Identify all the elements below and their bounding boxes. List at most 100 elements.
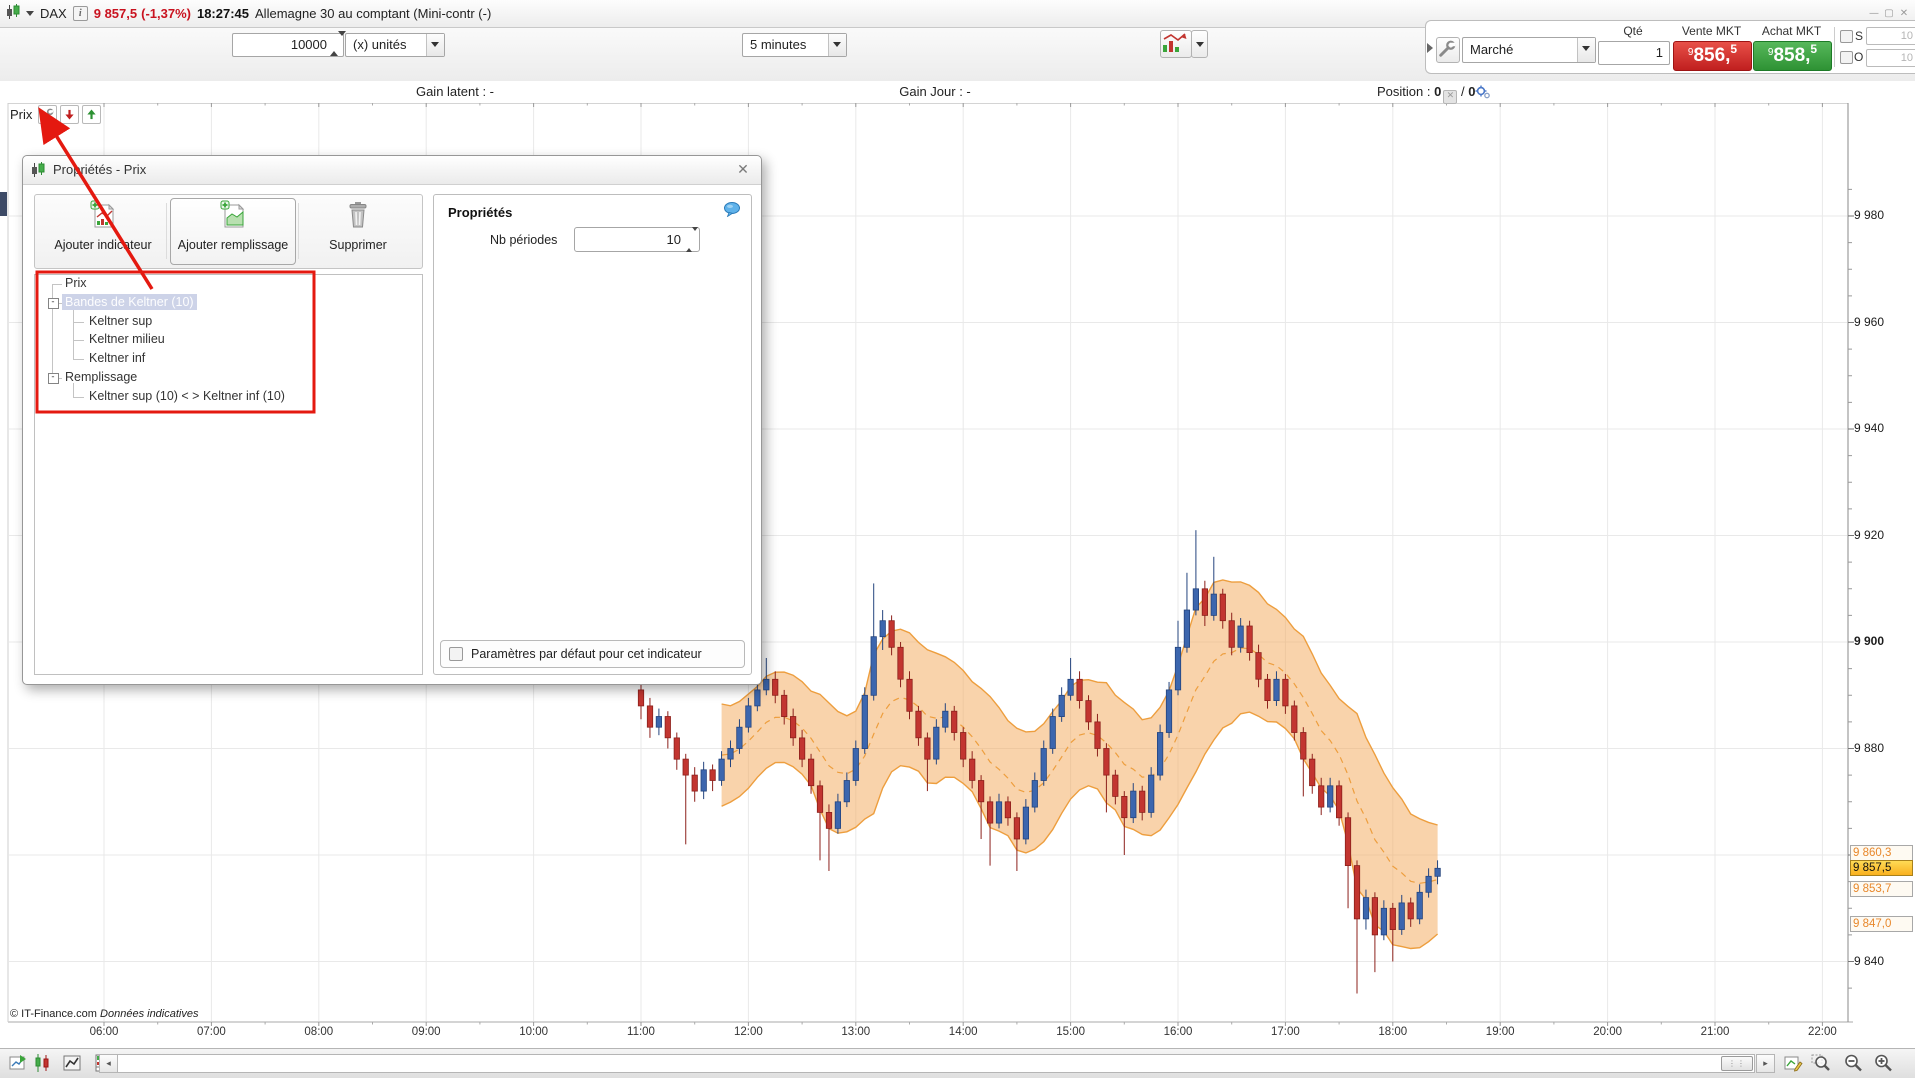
left-panel-grip[interactable]	[0, 192, 7, 216]
scroll-right-button[interactable]: ▸	[1756, 1054, 1775, 1073]
order-type-select[interactable]: Marché	[1462, 37, 1596, 63]
dialog-close-button[interactable]: ✕	[737, 161, 749, 177]
nb-periodes-value: 10	[666, 232, 681, 247]
nb-periodes-input[interactable]: 10	[574, 227, 700, 252]
tree-collapse-toggle[interactable]: -	[47, 372, 59, 384]
quantity-spin-buttons[interactable]	[330, 31, 346, 56]
pane-settings-button[interactable]	[38, 104, 58, 124]
tree-item-bandes-de-keltner[interactable]: Bandes de Keltner (10)	[62, 294, 197, 311]
candles	[637, 530, 1441, 994]
indicator-value-chip: 9 847,0	[1850, 916, 1913, 933]
chevron-down-icon[interactable]	[426, 34, 444, 56]
instrument-dropdown-caret[interactable]	[26, 11, 34, 16]
zoom-in-icon	[1875, 1054, 1892, 1072]
move-pane-down-button[interactable]	[60, 104, 80, 124]
zoom-area-button[interactable]	[1810, 1053, 1831, 1074]
stop-value: 10	[1900, 30, 1913, 42]
time-axis-label: 12:00	[734, 1026, 763, 1038]
chart-frame	[7, 102, 1854, 1026]
tree-item-keltner-milieu[interactable]: Keltner milieu	[89, 332, 165, 347]
draw-tools-button[interactable]	[1783, 1053, 1804, 1074]
stop-checkbox[interactable]	[1840, 30, 1853, 43]
buy-price-thousands: 9	[1767, 47, 1774, 58]
info-icon[interactable]: i	[72, 6, 88, 21]
minimize-icon[interactable]: —	[1869, 7, 1879, 19]
default-settings-checkbox[interactable]	[449, 647, 463, 661]
chevron-down-icon[interactable]	[828, 34, 846, 56]
close-position-icon[interactable]: ✕	[1443, 90, 1458, 104]
zoom-in-button[interactable]	[1873, 1053, 1894, 1074]
objective-input[interactable]: 10	[1866, 49, 1915, 67]
close-icon[interactable]: ✕	[1899, 7, 1909, 19]
sell-market-button[interactable]: 9856,5	[1673, 41, 1752, 71]
default-settings-toggle[interactable]: Paramètres par défaut pour cet indicateu…	[440, 640, 745, 668]
move-pane-down-icon	[65, 109, 75, 120]
chart-style-icon	[1163, 33, 1187, 52]
tree-item-remplissage[interactable]: Remplissage	[65, 369, 138, 384]
help-bubble-icon[interactable]	[724, 202, 741, 217]
time-axis-label: 21:00	[1700, 1026, 1730, 1038]
line-style-icon	[63, 1055, 81, 1071]
nb-periodes-spin-buttons[interactable]	[686, 227, 698, 252]
wrench-icon	[1439, 40, 1456, 57]
scroll-left-button[interactable]: ◂	[99, 1054, 118, 1073]
last-price: 9 857,5	[93, 6, 138, 21]
chart-style-dropdown[interactable]	[1191, 30, 1208, 58]
price-axis-label: 9 980	[1854, 208, 1885, 222]
objective-checkbox[interactable]	[1840, 51, 1853, 64]
candlestick-style-button[interactable]	[32, 1053, 53, 1074]
buy-market-button[interactable]: 9858,5	[1753, 41, 1832, 71]
add-indicator-label: Ajouter indicateur	[54, 238, 152, 252]
objective-value: 10	[1900, 52, 1913, 64]
price-change: (-1,37%)	[141, 6, 191, 21]
unit-select[interactable]: (x) unités	[345, 33, 445, 57]
sell-price-main: 856,	[1693, 45, 1731, 66]
move-pane-up-icon	[87, 108, 97, 119]
orders-gear-icon[interactable]	[1475, 85, 1491, 99]
chart-style-button[interactable]	[1160, 30, 1192, 58]
qty-label: Qté	[1623, 24, 1643, 38]
buy-price-main: 858,	[1773, 45, 1811, 66]
last-price-chip: 9 857,5	[1850, 860, 1913, 877]
add-fill-button[interactable]: Ajouter remplissage	[170, 198, 296, 265]
time-axis-label: 07:00	[197, 1026, 226, 1038]
tree-collapse-toggle[interactable]: -	[47, 298, 59, 310]
move-pane-up-button[interactable]	[82, 104, 102, 124]
tree-item-keltner-inf[interactable]: Keltner inf	[89, 351, 146, 366]
orders-panel: Marché Qté 1 Vente MKT Achat MKT 9856,5 …	[1425, 20, 1915, 74]
export-chart-button[interactable]	[8, 1053, 29, 1074]
tree-item-remplissage-condition[interactable]: Keltner sup (10) < > Keltner inf (10)	[89, 388, 285, 403]
add-fill-label: Ajouter remplissage	[177, 238, 289, 252]
gain-latent: Gain latent : -	[415, 84, 495, 99]
document-add-chart-icon	[90, 200, 115, 228]
buy-price-decimal: 5	[1810, 42, 1818, 56]
qty-input[interactable]: 1	[1598, 41, 1670, 65]
line-style-button[interactable]	[62, 1053, 83, 1074]
tree-connector	[73, 340, 84, 342]
time-axis-label: 22:00	[1808, 1026, 1837, 1038]
scrollbar-thumb[interactable]: ⋮⋮	[1721, 1056, 1753, 1071]
stop-input[interactable]: 10	[1866, 27, 1915, 45]
time-axis-label: 18:00	[1378, 1026, 1408, 1038]
maximize-icon[interactable]: ▢	[1884, 7, 1894, 19]
chart-scrollbar[interactable]: ⋮⋮	[117, 1054, 1755, 1073]
sell-price-thousands: 9	[1687, 47, 1694, 58]
zoom-out-button[interactable]	[1843, 1053, 1864, 1074]
chevron-down-icon[interactable]	[1577, 38, 1595, 62]
timeframe-select[interactable]: 5 minutes	[742, 33, 847, 57]
tree-connector	[73, 359, 84, 361]
tree-item-prix[interactable]: Prix	[65, 276, 87, 291]
instrument-name: DAX	[40, 6, 67, 21]
order-settings-button[interactable]	[1436, 37, 1460, 63]
dialog-title-bar[interactable]: Propriétés - Prix ✕	[23, 156, 761, 185]
pane-toolbar: Prix	[10, 104, 104, 124]
add-indicator-button[interactable]: Ajouter indicateur	[43, 199, 163, 263]
pane-label: Prix	[10, 106, 33, 122]
quantity-stepper[interactable]: 10000	[232, 31, 346, 57]
panel-collapse-icon[interactable]	[1427, 43, 1433, 53]
price-axis-label: 9 920	[1854, 527, 1885, 542]
delete-button[interactable]: Supprimer	[303, 199, 413, 263]
time-axis-label: 11:00	[627, 1026, 655, 1038]
bottom-toolbar: ◂ ⋮⋮ ▸	[0, 1048, 1915, 1078]
tree-item-keltner-sup[interactable]: Keltner sup	[89, 313, 153, 328]
